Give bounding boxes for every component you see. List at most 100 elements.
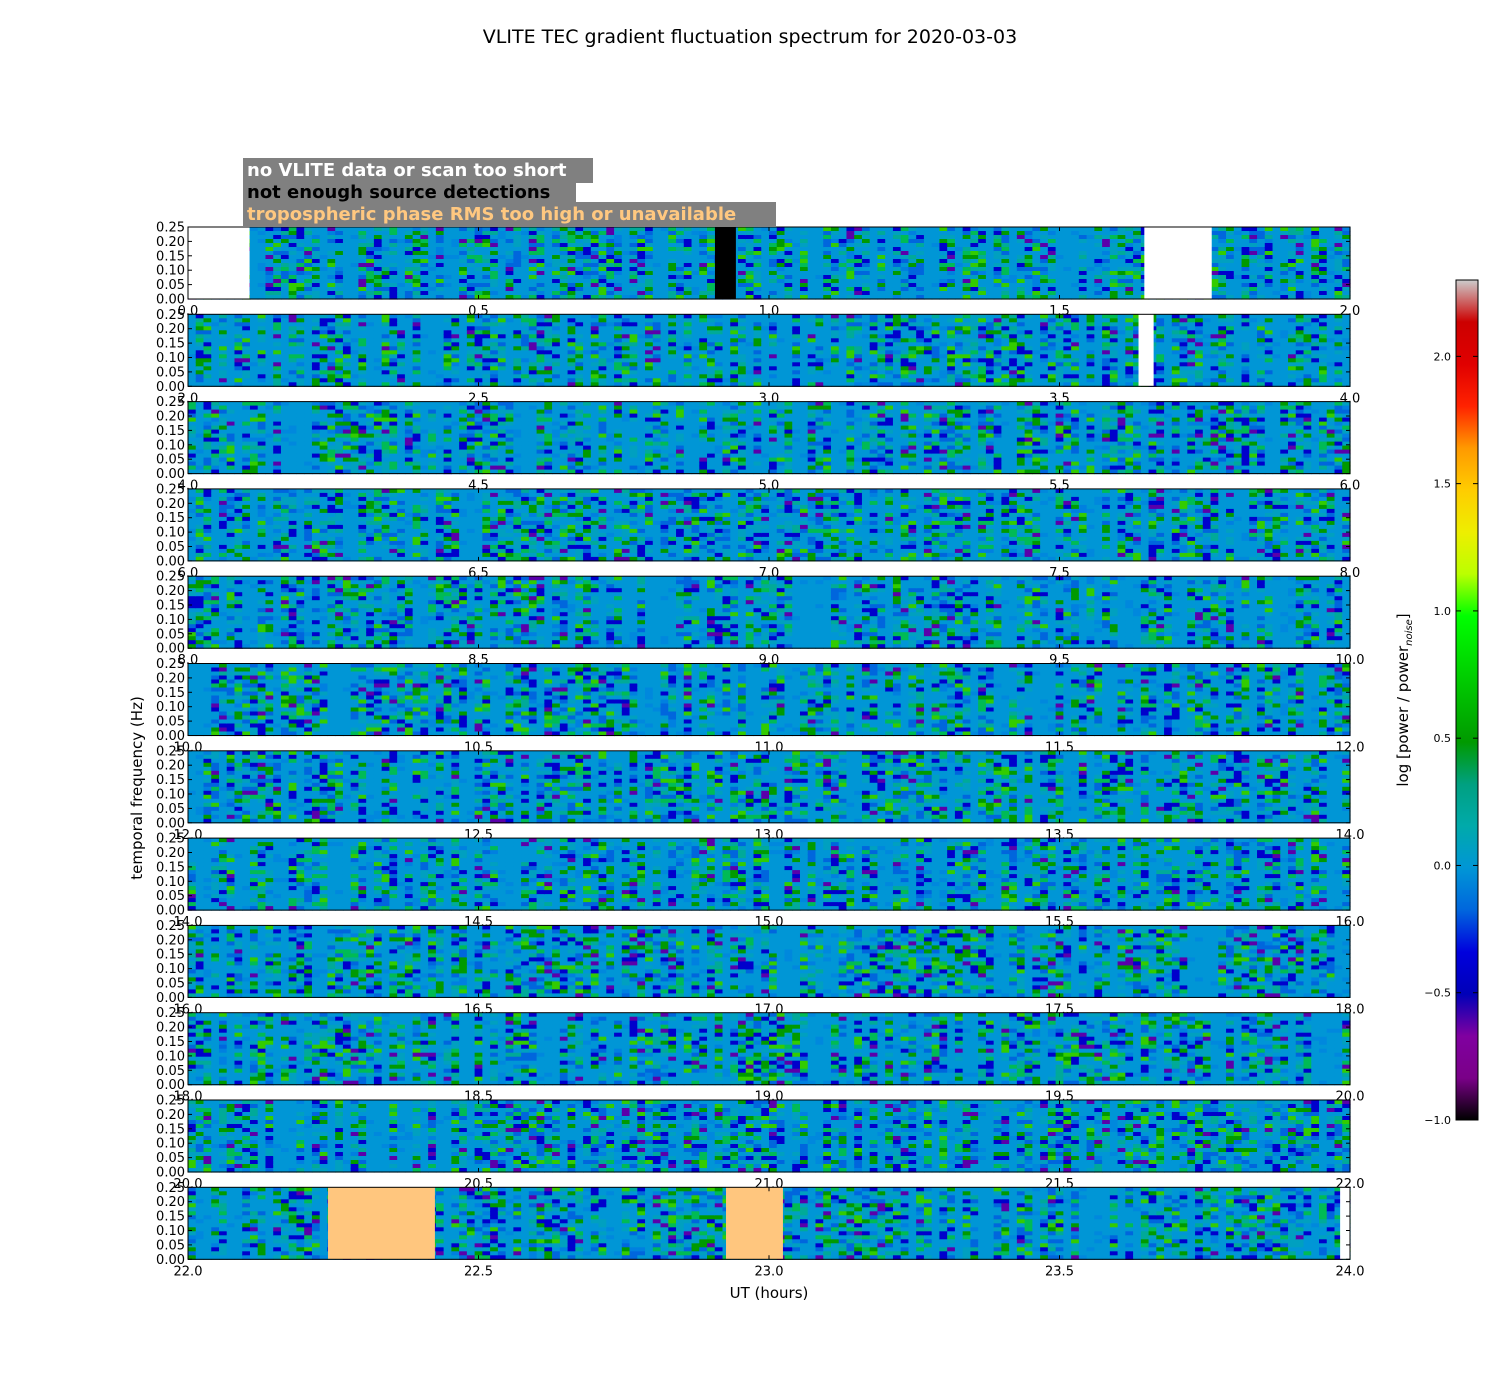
heatmap-cell [467,239,475,244]
heatmap-cell [715,314,723,319]
heatmap-cell [908,334,916,339]
heatmap-cell [397,271,405,276]
heatmap-cell [513,346,521,351]
heatmap-cell [606,263,614,268]
heatmap-cell [630,283,638,288]
heatmap-cell [420,255,428,260]
heatmap-cell [1335,275,1343,280]
heatmap-cell [420,314,428,319]
heatmap-cell [250,235,258,240]
heatmap-cell [583,342,591,347]
heatmap-cell [761,283,769,288]
heatmap-cell [203,378,211,383]
heatmap-cell [800,235,808,240]
heatmap-cell [351,342,359,347]
heatmap-cell [862,346,870,351]
heatmap-cell [1110,243,1118,248]
heatmap-cell [1001,275,1009,280]
heatmap-cell [366,259,374,264]
heatmap-cell [382,334,390,339]
heatmap-cell [583,231,591,236]
heatmap-cell [777,251,785,256]
heatmap-cell [761,346,769,351]
heatmap-cell [1319,283,1327,288]
heatmap-cell [529,318,537,323]
heatmap-cell [986,334,994,339]
heatmap-cell [335,251,343,256]
heatmap-cell [250,271,258,276]
heatmap-cell [769,283,777,288]
heatmap-cell [1063,346,1071,351]
heatmap-cell [382,342,390,347]
heatmap-cell [606,342,614,347]
heatmap-cell [351,378,359,383]
heatmap-cell [327,263,335,268]
heatmap-cell [986,251,994,256]
heatmap-cell [389,227,397,232]
heatmap-cell [1087,271,1095,276]
heatmap-cell [188,374,196,379]
heatmap-cell [1273,259,1281,264]
heatmap-cell [560,362,568,367]
heatmap-cell [1257,271,1265,276]
heatmap-cell [1071,318,1079,323]
heatmap-cell [1218,231,1226,236]
heatmap-cell [699,370,707,375]
heatmap-cell [1125,243,1133,248]
heatmap-cell [986,239,994,244]
heatmap-cell [1071,334,1079,339]
heatmap-cell [854,338,862,343]
heatmap-cell [397,334,405,339]
heatmap-cell [358,263,366,268]
heatmap-cell [568,378,576,383]
heatmap-cell [490,314,498,319]
heatmap-cell [1133,251,1141,256]
heatmap-cell [428,338,436,343]
heatmap-cell [358,235,366,240]
heatmap-cell [289,346,297,351]
heatmap-cell [1327,271,1335,276]
heatmap-cell [1218,267,1226,272]
heatmap-cell [963,239,971,244]
heatmap-cell [877,259,885,264]
heatmap-cell [529,330,537,335]
heatmap-cell [614,275,622,280]
heatmap-cell [614,231,622,236]
heatmap-cell [1048,374,1056,379]
heatmap-cell [1273,239,1281,244]
heatmap-cell [1032,318,1040,323]
heatmap-cell [699,227,707,232]
heatmap-cell [1025,318,1033,323]
heatmap-cell [1249,279,1257,284]
heatmap-cell [366,235,374,240]
heatmap-cell [467,378,475,383]
heatmap-cell [312,287,320,292]
heatmap-cell [800,370,808,375]
heatmap-cell [281,318,289,323]
heatmap-cell [1226,279,1234,284]
heatmap-cell [1234,227,1242,232]
heatmap-cell [420,322,428,327]
heatmap-cell [451,370,459,375]
heatmap-cell [490,251,498,256]
heatmap-cell [405,318,413,323]
heatmap-cell [1017,378,1025,383]
heatmap-cell [343,291,351,296]
heatmap-cell [537,243,545,248]
heatmap-cell [575,338,583,343]
heatmap-cell [978,374,986,379]
heatmap-cell [1133,291,1141,296]
heatmap-cell [428,362,436,367]
heatmap-cell [676,263,684,268]
heatmap-cell [1257,267,1265,272]
heatmap-cell [219,366,227,371]
heatmap-cell [870,259,878,264]
heatmap-cell [544,247,552,252]
heatmap-cell [924,374,932,379]
heatmap-cell [560,263,568,268]
heatmap-cell [645,275,653,280]
heatmap-cell [513,283,521,288]
heatmap-cell [1249,243,1257,248]
heatmap-cell [1257,275,1265,280]
heatmap-cell [296,231,304,236]
